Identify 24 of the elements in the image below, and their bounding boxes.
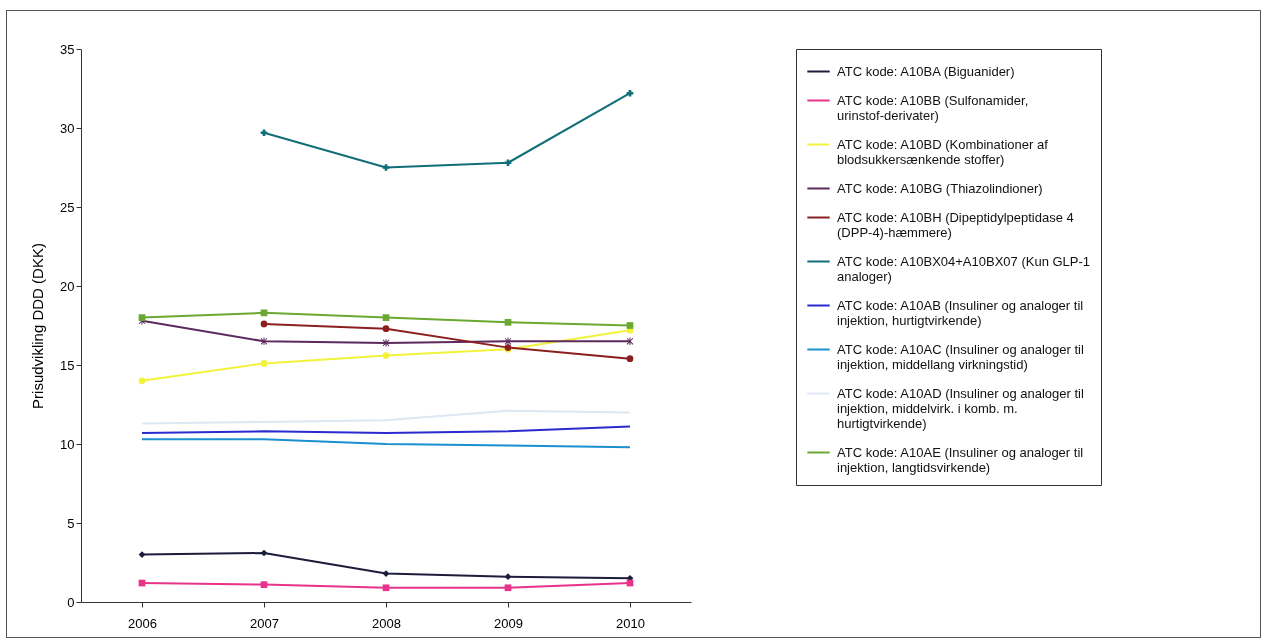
legend-label: ATC kode: A10BH (Dipeptidylpeptidase 4 (DPP-4)-hæmmere) — [837, 209, 1074, 240]
x-tick-label: 2009 — [494, 615, 523, 631]
y-tick-label: 25 — [60, 199, 75, 215]
y-tick-label: 0 — [67, 594, 75, 610]
legend-label: ATC kode: A10BG (Thiazolindioner) — [837, 180, 1043, 196]
y-tick-label: 10 — [60, 436, 75, 452]
legend-label: ATC kode: A10BD (Kombinationer af blodsukkersænkende stoffer) — [837, 136, 1049, 167]
legend-label: ATC kode: A10BA (Biguanider) — [837, 63, 1015, 79]
legend-label: ATC kode: A10AE (Insuliner og analoger til injektion, langtidsvirkende) — [837, 444, 1084, 475]
legend-label: ATC kode: A10BB (Sulfonamider, urinstof-derivater) — [837, 92, 1029, 123]
legend-label: ATC kode: A10BX04+A10BX07 (Kun GLP-1 analoger) — [837, 253, 1091, 284]
legend-label: ATC kode: A10AD (Insuliner og analoger til injektion, middelvirk. i komb. m. hurtigtvirkende) — [837, 385, 1084, 431]
x-tick-label: 2010 — [616, 615, 645, 631]
y-tick-label: 20 — [60, 278, 75, 294]
legend-label: ATC kode: A10AC (Insuliner og analoger til injektion, middellang virkningstid) — [837, 341, 1084, 372]
y-tick-label: 5 — [67, 515, 75, 531]
y-tick-label: 30 — [60, 120, 75, 136]
legend-label: ATC kode: A10AB (Insuliner og analoger til injektion, hurtigtvirkende) — [837, 297, 1084, 328]
x-tick-label: 2006 — [128, 615, 157, 631]
y-tick-label: 35 — [60, 41, 75, 57]
y-axis-title: Prisudvikling DDD (DKK) — [29, 243, 47, 409]
x-tick-label: 2007 — [250, 615, 279, 631]
y-tick-label: 15 — [60, 357, 75, 373]
x-tick-label: 2008 — [372, 615, 401, 631]
